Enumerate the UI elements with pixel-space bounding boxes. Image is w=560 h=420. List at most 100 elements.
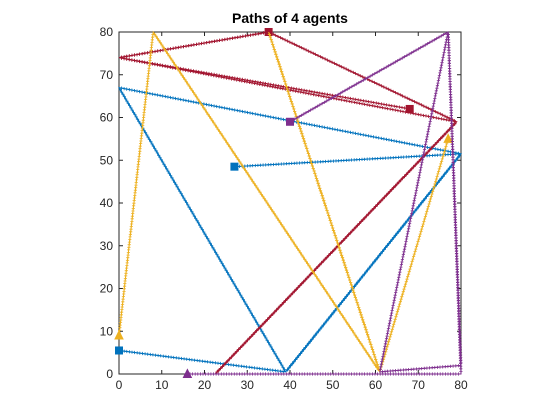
series-4-step-marker	[384, 339, 388, 343]
series-4-step-marker	[345, 87, 349, 91]
series-3-step-marker	[395, 312, 399, 316]
series-2-step-marker	[291, 291, 295, 295]
series-4-step-marker	[420, 158, 425, 162]
series-3-step-marker	[218, 130, 222, 134]
series-1-step-marker	[303, 345, 307, 349]
series-4-step-marker	[396, 280, 400, 284]
series-3-step-marker	[327, 294, 331, 298]
series-1-step-marker	[264, 114, 268, 118]
series-1-step-marker	[245, 304, 249, 308]
series-2-step-marker	[419, 157, 423, 161]
series-3-step-marker	[429, 194, 433, 199]
series-4-step-marker	[405, 234, 409, 238]
series-3-step-marker	[173, 62, 177, 67]
series-2-step-marker	[396, 109, 400, 113]
series-4-step-marker	[457, 314, 461, 318]
series-3-step-marker	[272, 47, 276, 51]
series-2-step-marker	[406, 171, 410, 175]
series-2-step-marker	[260, 83, 264, 87]
series-1-step-marker	[235, 108, 239, 113]
series-2-step-marker	[452, 119, 456, 123]
series-1-step-marker	[192, 100, 196, 104]
series-2-step-marker	[408, 169, 412, 173]
series-1-step-marker	[420, 144, 424, 148]
series-2-step-marker	[330, 60, 334, 64]
series-2-step-marker	[237, 78, 241, 83]
series-2-step-marker	[178, 67, 182, 71]
series-1-step-marker	[169, 174, 173, 178]
series-2-step-marker	[282, 300, 286, 305]
series-3-step-marker	[282, 77, 286, 81]
series-4-step-marker	[384, 65, 388, 69]
series-2-step-marker	[384, 103, 389, 107]
series-3-step-marker	[209, 117, 213, 121]
series-2-step-marker	[401, 176, 405, 180]
series-2-step-marker	[404, 172, 408, 177]
series-1-step-marker	[418, 203, 422, 207]
series-1-step-marker	[369, 264, 373, 268]
series-2-step-marker	[132, 59, 136, 63]
series-1-step-marker	[328, 315, 332, 319]
series-4-step-marker	[206, 372, 210, 376]
series-2-step-marker	[262, 321, 266, 325]
series-2-step-marker	[289, 86, 293, 90]
series-1-step-marker	[219, 259, 223, 263]
series-2-step-marker	[347, 68, 351, 72]
series-3-step-marker	[271, 45, 276, 49]
series-4-step-marker	[381, 354, 385, 359]
series-2-step-marker	[322, 94, 326, 99]
series-3-step-marker	[405, 277, 409, 281]
series-1-step-marker	[143, 91, 147, 95]
series-1-step-marker	[166, 95, 170, 99]
series-1-step-marker	[130, 108, 134, 112]
series-4-step-marker	[311, 107, 315, 111]
series-2-step-marker	[267, 315, 271, 320]
series-3-step-marker	[366, 333, 370, 337]
series-4-step-marker	[396, 59, 400, 63]
series-3-step-marker	[220, 134, 225, 138]
series-1-step-marker	[384, 246, 388, 250]
series-1-step-marker	[203, 232, 207, 236]
series-4-step-marker	[389, 314, 393, 318]
series-4-step-marker	[336, 92, 340, 97]
series-3-step-marker	[305, 147, 309, 151]
series-3-step-marker	[312, 169, 316, 173]
series-4-step-marker	[382, 347, 386, 351]
series-2-step-marker	[220, 364, 224, 369]
plot-area: 0 10 20 30 40 50 60 70 80 0 10 20 30 40 50 60 70 80	[100, 25, 468, 392]
series-4-step-marker	[398, 57, 402, 61]
series-3-step-marker	[215, 125, 219, 129]
series-3-step-marker	[432, 184, 436, 189]
series-1-step-marker	[248, 309, 252, 313]
series-2-step-marker	[328, 93, 332, 97]
series-1-step-marker	[195, 219, 199, 223]
series-3-step-marker	[427, 202, 431, 206]
series-2-step-marker	[231, 353, 235, 357]
series-4-step-marker	[412, 199, 416, 203]
series-1-step-marker	[244, 302, 248, 306]
series-2-step-marker	[163, 64, 167, 68]
series-4-step-marker	[393, 296, 397, 300]
series-1-step-marker	[258, 113, 262, 117]
series-1-step-marker	[185, 357, 189, 361]
series-1-step-marker	[438, 148, 442, 152]
series-3-step-marker	[278, 65, 282, 69]
series-1-step-marker	[157, 153, 161, 157]
series-3-step-marker	[179, 71, 183, 75]
series-3-step-marker	[303, 257, 307, 261]
series-2-step-marker	[122, 55, 126, 59]
series-1-step-marker	[232, 363, 236, 367]
x-tick-label: 70	[412, 378, 426, 392]
series-1-step-marker	[143, 131, 148, 135]
series-3-step-marker	[406, 275, 410, 279]
series-2-step-marker	[398, 93, 402, 97]
series-3-step-marker	[277, 218, 281, 222]
series-1-step-marker	[227, 273, 231, 277]
series-4-step-marker	[456, 364, 460, 368]
series-2-step-marker	[289, 293, 293, 297]
series-4-step-marker	[383, 342, 387, 346]
series-1-step-marker	[228, 107, 232, 111]
series-3-step-marker	[370, 345, 374, 349]
series-4-step-marker	[435, 86, 439, 90]
series-4-step-marker	[391, 306, 395, 310]
